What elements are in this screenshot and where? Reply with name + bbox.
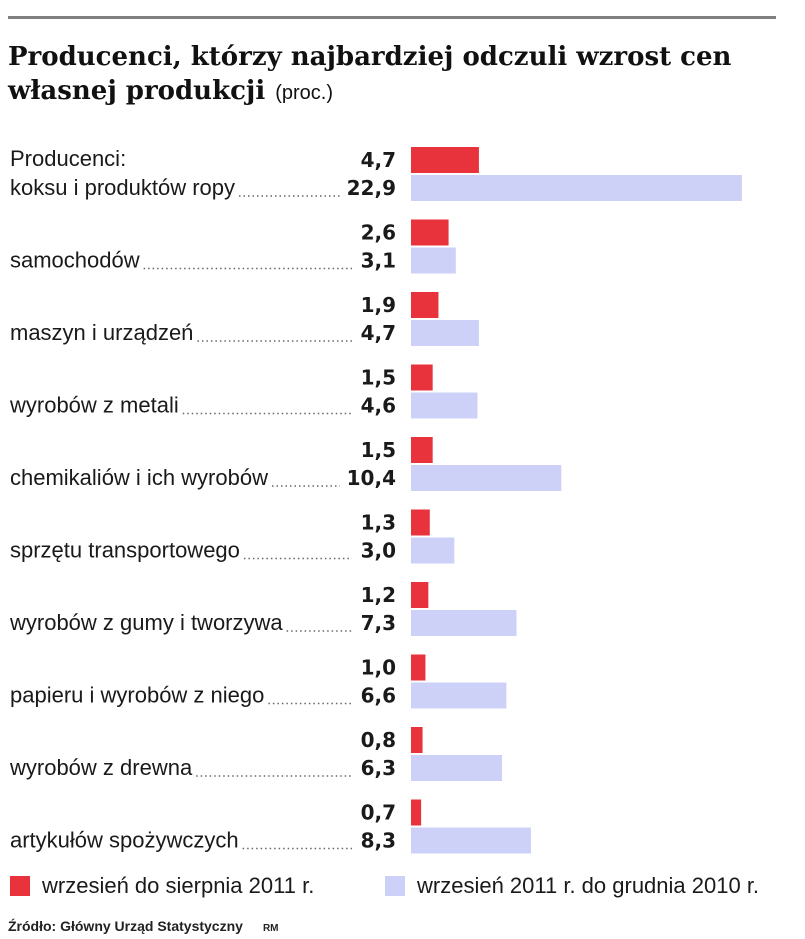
value-label-series-1: 4,7 (361, 148, 396, 172)
bar-series-2 (411, 827, 531, 854)
value-label-series-2: 10,4 (347, 466, 396, 490)
value-label-series-1: 1,5 (361, 438, 396, 462)
top-rule (8, 16, 776, 19)
value-label-series-1: 1,0 (361, 656, 396, 680)
value-label-series-2: 7,3 (361, 611, 396, 635)
title-text: Producenci, którzy najbardziej odczuli w… (8, 42, 732, 106)
bar-series-2 (411, 175, 742, 201)
category-label: sprzętu transportowego (10, 538, 240, 563)
value-label-series-1: 2,6 (361, 221, 396, 245)
legend-item-series-1: wrzesień do sierpnia 2011 r. (10, 873, 314, 899)
bar-series-2 (411, 465, 562, 491)
bar-series-1 (411, 219, 449, 246)
legend-label-series-1: wrzesień do sierpnia 2011 r. (42, 873, 315, 898)
source-note: Źródło: Główny Urząd Statystyczny RM (8, 918, 279, 934)
bar-series-2 (411, 755, 503, 781)
category-label: wyrobów z metali (9, 393, 179, 418)
bar-series-2 (411, 610, 517, 636)
bar-chart: Producenci: 4,7 22,9 koksu i produktów ropy… (9, 146, 742, 854)
value-label-series-2: 8,3 (361, 829, 396, 853)
author-credit: RM (262, 923, 279, 934)
category-label: maszyn i urządzeń (10, 320, 193, 345)
chart-title: Producenci, którzy najbardziej odczuli w… (8, 40, 778, 110)
bar-series-2 (411, 682, 507, 709)
bar-series-1 (411, 147, 479, 173)
bar-series-2 (411, 247, 456, 274)
legend-swatch-series-1 (10, 876, 30, 896)
bar-series-2 (411, 537, 455, 564)
value-label-series-1: 0,8 (361, 728, 396, 752)
legend-item-series-2: wrzesień 2011 r. do grudnia 2010 r. (385, 873, 759, 899)
category-label: samochodów (10, 248, 140, 273)
legend: wrzesień do sierpnia 2011 r. wrzesień 20… (10, 873, 800, 909)
bar-series-1 (411, 437, 433, 463)
bar-series-1 (411, 364, 433, 391)
bar-series-1 (411, 292, 439, 318)
unit-label: (proc.) (275, 82, 334, 104)
bar-series-2 (411, 392, 478, 419)
legend-label-series-2: wrzesień 2011 r. do grudnia 2010 r. (417, 873, 760, 898)
bar-series-1 (411, 799, 422, 826)
bar-series-1 (411, 654, 426, 681)
value-label-series-2: 3,0 (361, 539, 396, 563)
bar-series-1 (411, 509, 430, 536)
category-label: papieru i wyrobów z niego (10, 683, 264, 708)
value-label-series-2: 4,7 (361, 321, 396, 345)
category-label: artykułów spożywczych (10, 828, 239, 853)
category-label: wyrobów z gumy i tworzywa (9, 610, 283, 635)
value-label-series-2: 4,6 (361, 394, 396, 418)
bar-series-2 (411, 320, 479, 346)
value-label-series-1: 1,3 (361, 511, 396, 535)
value-label-series-1: 1,5 (361, 366, 396, 390)
value-label-series-1: 1,9 (361, 293, 396, 317)
bar-series-1 (411, 582, 429, 608)
group-header: Producenci: (10, 146, 126, 171)
value-label-series-2: 6,6 (361, 684, 396, 708)
category-label: koksu i produktów ropy (10, 175, 235, 200)
value-label-series-2: 22,9 (347, 176, 396, 200)
bar-series-1 (411, 727, 423, 753)
legend-swatch-series-2 (385, 876, 405, 896)
category-label: chemikaliów i ich wyrobów (10, 465, 268, 490)
value-label-series-2: 3,1 (361, 249, 396, 273)
category-label: wyrobów z drewna (9, 755, 193, 780)
source-text: Źródło: Główny Urząd Statystyczny (8, 918, 243, 934)
value-label-series-1: 1,2 (361, 583, 396, 607)
value-label-series-1: 0,7 (361, 801, 396, 825)
value-label-series-2: 6,3 (361, 756, 396, 780)
